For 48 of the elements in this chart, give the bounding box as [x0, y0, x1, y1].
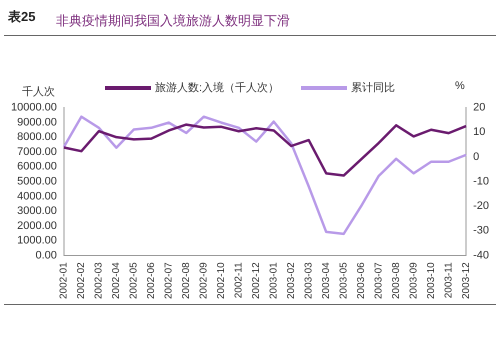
- x-tick-label: 2002-08: [181, 262, 192, 300]
- x-tick-label: 2003-02: [286, 262, 297, 300]
- y2-tick-label: -10: [473, 175, 490, 188]
- y-tick-label: 0.00: [35, 249, 57, 262]
- x-tick-label: 2003-12: [460, 262, 472, 300]
- x-tick-label: 2003-03: [303, 262, 314, 300]
- y-tick-label: 3000.00: [17, 205, 57, 218]
- y2-tick-label: 0: [473, 150, 480, 163]
- x-tick-label: 2003-01: [268, 262, 280, 300]
- x-tick-label: 2002-06: [146, 262, 158, 300]
- x-tick-label: 2002-02: [76, 262, 88, 300]
- x-tick-label: 2003-10: [426, 262, 437, 300]
- x-tick-label: 2003-05: [338, 262, 350, 300]
- y-axis-title: 千人次: [22, 85, 55, 99]
- x-tick-label: 2003-06: [356, 262, 367, 300]
- y-tick-label: 6000.00: [17, 160, 57, 173]
- y-tick-label: 5000.00: [17, 175, 57, 188]
- x-tick-label: 2002-10: [216, 262, 228, 300]
- x-tick-label: 2003-08: [390, 262, 402, 300]
- y2-tick-label: -30: [473, 224, 490, 237]
- y2-tick-label: 10: [473, 126, 486, 138]
- x-tick-label: 2002-01: [58, 262, 70, 300]
- y2-tick-label: -40: [473, 249, 490, 262]
- x-tick-label: 2003-11: [443, 262, 454, 298]
- y-tick-label: 4000.00: [17, 190, 57, 202]
- legend-label: 累计同比: [351, 81, 396, 95]
- y-tick-label: 1000.00: [17, 234, 57, 247]
- y-tick-label: 10000.00: [10, 102, 57, 114]
- y2-tick-label: -20: [473, 200, 490, 212]
- y-tick-label: 9000.00: [17, 116, 57, 128]
- x-tick-label: 2003-07: [373, 262, 384, 300]
- x-tick-label: 2002-07: [164, 262, 175, 300]
- y-tick-label: 7000.00: [17, 146, 57, 158]
- y2-axis-title: %: [455, 80, 465, 92]
- x-tick-label: 2002-04: [111, 262, 122, 300]
- text: 表25: [8, 8, 36, 26]
- x-tick-label: 2002-12: [250, 262, 262, 300]
- x-tick-label: 2002-03: [94, 262, 105, 300]
- x-tick-label: 2002-09: [198, 262, 210, 300]
- chart-title: 非典疫情期间我国入境旅游人数明显下滑: [56, 13, 290, 30]
- y2-tick-label: 20: [473, 102, 486, 114]
- y-tick-label: 8000.00: [17, 131, 57, 144]
- y-tick-label: 2000.00: [17, 220, 57, 232]
- x-tick-label: 2003-04: [320, 262, 332, 300]
- x-tick-label: 2003-09: [408, 262, 420, 300]
- x-tick-label: 2002-11: [234, 262, 245, 298]
- x-tick-label: 2002-05: [128, 262, 140, 300]
- legend-label: 旅游人数:入境（千人次）: [154, 80, 280, 95]
